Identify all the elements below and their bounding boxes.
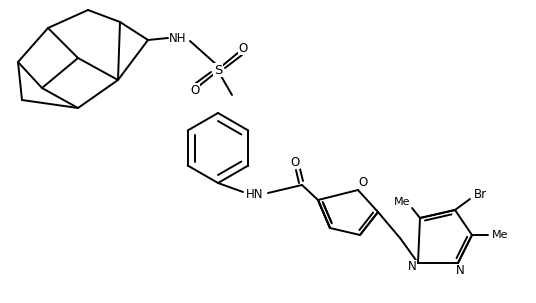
Text: O: O	[239, 42, 248, 55]
Text: Br: Br	[474, 188, 487, 201]
Text: O: O	[291, 155, 300, 168]
Text: S: S	[214, 64, 222, 76]
Text: HN: HN	[246, 188, 264, 201]
Text: O: O	[190, 84, 199, 96]
Text: N: N	[407, 261, 416, 274]
Text: NH: NH	[169, 32, 187, 45]
Text: O: O	[359, 175, 368, 188]
Text: N: N	[456, 265, 464, 278]
Text: Me: Me	[394, 197, 410, 207]
Text: Me: Me	[492, 230, 508, 240]
